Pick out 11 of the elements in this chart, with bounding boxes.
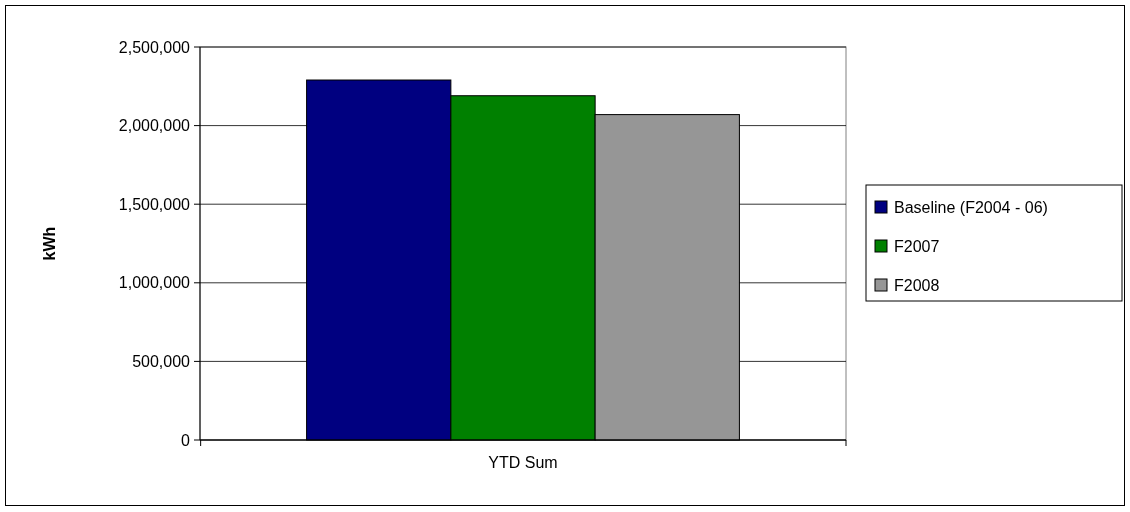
y-tick-label: 0 bbox=[181, 431, 191, 449]
x-tick-label: YTD Sum bbox=[488, 454, 558, 471]
y-tick-label: 500,000 bbox=[132, 353, 191, 370]
y-tick-label: 2,000,000 bbox=[118, 117, 191, 135]
y-tick-label: 2,500,000 bbox=[118, 38, 191, 56]
y-axis-title: kWh bbox=[41, 226, 58, 261]
y-tick-label: 1,000,000 bbox=[118, 274, 191, 292]
legend-label: F2008 bbox=[894, 276, 940, 294]
legend-label: F2007 bbox=[894, 237, 940, 255]
y-tick-label: 1,500,000 bbox=[118, 195, 191, 213]
legend-label: Baseline (F2004 - 06) bbox=[894, 198, 1048, 216]
